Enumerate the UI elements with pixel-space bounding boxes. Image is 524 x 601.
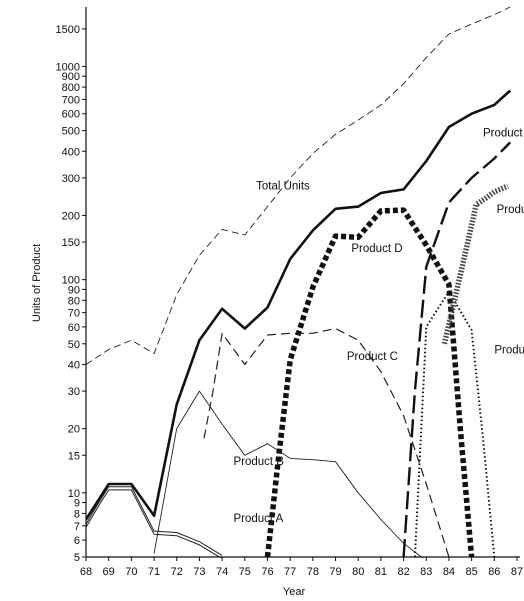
x-tick-label: 75: [239, 566, 251, 578]
chart-axes: [85, 7, 520, 558]
y-tick-label: 200: [62, 210, 80, 222]
x-axis-title: Year: [283, 586, 306, 598]
x-tick-label: 85: [466, 566, 478, 578]
x-tick-label: 77: [284, 566, 296, 578]
series-label-product-b: Product B: [233, 456, 284, 468]
y-tick-label: 50: [68, 339, 80, 351]
y-tick-label: 500: [62, 126, 80, 138]
x-tick-label: 80: [352, 566, 364, 578]
series-label-product-g: Product: [494, 345, 524, 357]
y-tick-label: 1500: [56, 24, 80, 36]
y-tick-label: 30: [68, 386, 80, 398]
y-tick-label: 700: [62, 94, 80, 106]
y-tick-label: 60: [68, 322, 80, 334]
y-tick-label: 800: [62, 82, 80, 94]
series-label-product-d: Product D: [351, 243, 402, 255]
x-tick-label: 70: [125, 566, 137, 578]
y-tick-label: 15: [68, 450, 80, 462]
x-tick-label: 68: [80, 566, 92, 578]
y-tick-label: 20: [68, 424, 80, 436]
x-tick-label: 81: [375, 566, 387, 578]
y-tick-label: 10: [68, 488, 80, 500]
x-tick-label: 82: [397, 566, 409, 578]
x-tick-label: 74: [216, 566, 228, 578]
y-tick-label: 6: [74, 535, 80, 547]
x-tick-label: 76: [261, 566, 273, 578]
series-line-product-a: [86, 489, 223, 558]
y-tick-label: 5: [74, 552, 80, 564]
chart-series-labels: Total Units Product B Product A Product C Pr…: [233, 127, 524, 525]
y-tick-label: 600: [62, 109, 80, 121]
y-axis-title: Units of Product: [31, 244, 43, 322]
x-tick-label: 87: [511, 566, 523, 578]
x-tick-label: 78: [307, 566, 319, 578]
x-tick-label: 71: [148, 566, 160, 578]
series-line-product-b: [153, 390, 424, 558]
series-label-product-a: Product A: [233, 513, 283, 525]
y-tick-label: 1000: [56, 61, 80, 73]
x-tick-label: 69: [103, 566, 115, 578]
series-line-product-a: [86, 486, 223, 556]
series-line-total-units: [86, 6, 511, 365]
chart-series: [86, 6, 512, 558]
series-line-product-d: [264, 207, 475, 558]
x-tick-label: 86: [488, 566, 500, 578]
series-line-product-f: [402, 141, 512, 558]
series-line-product-c: [203, 327, 450, 558]
y-tick-label: 300: [62, 173, 80, 185]
x-tick-label: 79: [329, 566, 341, 578]
y-tick-label: 100: [62, 275, 80, 287]
y-tick-label: 400: [62, 146, 80, 158]
y-tick-label: 150: [62, 237, 80, 249]
chart-ticks: 5678910152030405060708090100150200300400…: [56, 24, 524, 578]
x-tick-label: 73: [193, 566, 205, 578]
x-tick-label: 72: [171, 566, 183, 578]
y-tick-label: 70: [68, 308, 80, 320]
y-tick-label: 40: [68, 359, 80, 371]
series-label-product-c: Product C: [347, 351, 398, 363]
y-tick-label: 80: [68, 295, 80, 307]
series-label-total-units: Total Units: [256, 180, 310, 192]
y-tick-label: 9: [74, 498, 80, 510]
y-tick-label: 900: [62, 71, 80, 83]
x-tick-label: 83: [420, 566, 432, 578]
y-tick-label: 90: [68, 284, 80, 296]
x-tick-label: 84: [443, 566, 455, 578]
series-label-product-e: Product: [483, 127, 523, 139]
series-label-product-h: Produc: [497, 204, 524, 216]
y-tick-label: 7: [74, 521, 80, 533]
series-line-product-e: [86, 89, 512, 521]
y-tick-label: 8: [74, 508, 80, 520]
